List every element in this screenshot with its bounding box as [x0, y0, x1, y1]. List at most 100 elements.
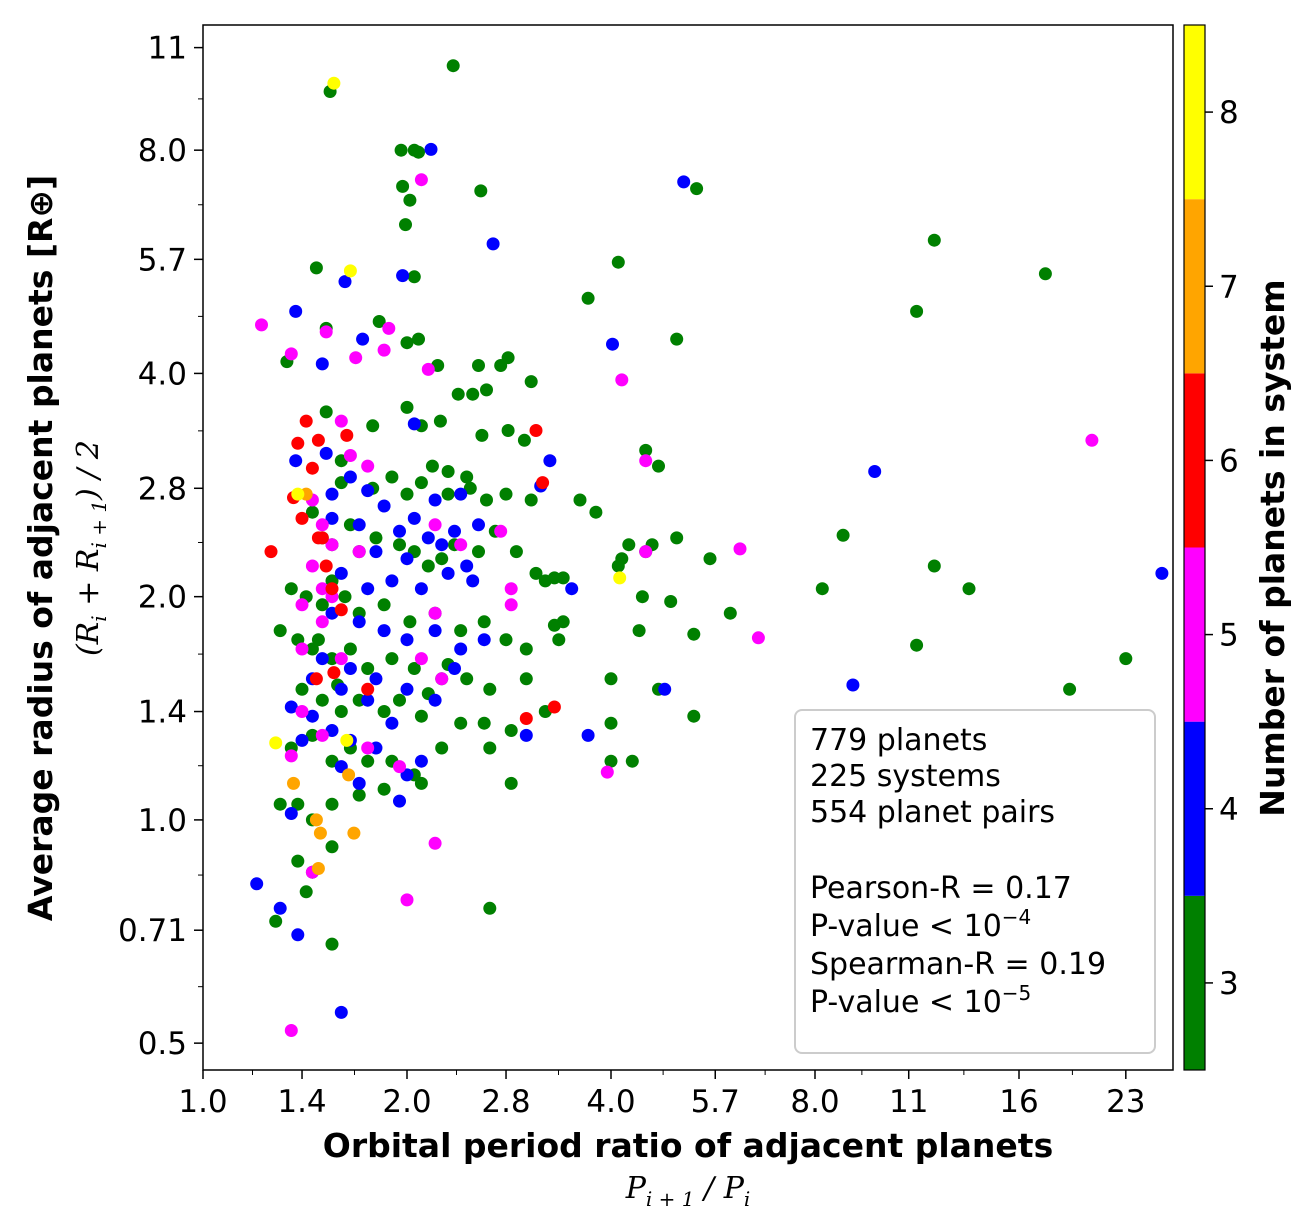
y-tick-label: 11 — [148, 31, 187, 67]
y-tick-label: 8.0 — [138, 133, 187, 169]
data-point — [269, 736, 283, 750]
data-point — [1155, 566, 1169, 580]
data-point — [377, 343, 391, 357]
data-point — [504, 776, 518, 790]
data-point — [305, 559, 319, 573]
data-point — [615, 373, 629, 387]
data-point — [703, 552, 717, 566]
data-point — [369, 531, 383, 545]
data-point — [291, 854, 305, 868]
data-point — [639, 545, 653, 559]
data-point — [400, 682, 414, 696]
data-point — [319, 446, 333, 460]
data-point — [687, 627, 701, 641]
data-point — [369, 545, 383, 559]
data-point — [372, 315, 386, 328]
data-point — [295, 642, 309, 656]
x-tick-label: 2.8 — [481, 1084, 530, 1120]
data-point — [311, 862, 325, 875]
data-point — [581, 728, 595, 742]
data-point — [385, 574, 399, 588]
data-point — [664, 595, 678, 608]
data-point — [315, 728, 329, 742]
data-point — [1085, 433, 1099, 447]
data-point — [723, 606, 737, 620]
colorbar-tick-label: 6 — [1219, 443, 1239, 479]
data-point — [315, 582, 329, 596]
data-point — [483, 682, 497, 696]
data-point — [305, 461, 319, 475]
data-point — [448, 524, 461, 538]
data-point — [658, 682, 672, 696]
data-point — [403, 193, 417, 207]
data-point — [385, 652, 399, 666]
data-point — [428, 606, 442, 620]
data-point — [670, 332, 684, 346]
data-point — [573, 493, 587, 507]
x-tick-label: 23 — [1106, 1084, 1145, 1120]
legend-pearson-r: Pearson-R = 0.17 — [810, 871, 1072, 906]
data-point — [327, 666, 341, 680]
data-point — [428, 693, 442, 707]
data-point — [382, 321, 396, 335]
data-point — [319, 325, 333, 339]
data-point — [393, 693, 406, 707]
data-point — [309, 261, 323, 275]
data-point — [529, 566, 543, 580]
legend-spearman-r: Spearman-R = 0.19 — [810, 947, 1106, 982]
data-point — [543, 454, 557, 468]
y-tick-label: 4.0 — [138, 356, 187, 392]
data-point — [377, 624, 391, 638]
data-point — [343, 642, 357, 656]
data-point — [399, 218, 412, 232]
data-point — [407, 662, 421, 675]
data-point — [352, 615, 366, 629]
colorbar-frame — [1183, 24, 1206, 1071]
data-point — [425, 459, 439, 473]
data-point — [446, 59, 460, 73]
data-point — [433, 414, 447, 428]
colorbar-segment — [1184, 199, 1205, 374]
x-tick-label: 11 — [889, 1084, 928, 1120]
data-point — [407, 511, 421, 525]
data-point — [315, 693, 329, 707]
data-point — [480, 383, 493, 397]
data-point — [499, 633, 513, 647]
data-point — [264, 545, 278, 559]
colorbar-segment — [1184, 373, 1205, 548]
data-point — [846, 678, 860, 692]
data-point — [295, 733, 309, 747]
data-point — [250, 877, 264, 891]
data-point — [472, 359, 485, 372]
data-point — [454, 624, 468, 638]
plot-frame — [202, 24, 1174, 1071]
data-point — [361, 741, 375, 755]
data-point — [635, 590, 649, 604]
data-point — [414, 754, 428, 768]
data-point — [529, 424, 543, 437]
data-point — [441, 465, 455, 478]
data-point — [414, 173, 428, 187]
data-point — [1063, 682, 1077, 696]
data-point — [504, 724, 518, 737]
data-point — [334, 414, 348, 428]
data-point — [499, 487, 513, 501]
x-tick-label: 4.0 — [586, 1084, 635, 1120]
data-point — [284, 807, 298, 820]
data-point — [927, 559, 941, 573]
data-point — [325, 538, 339, 552]
data-point — [361, 484, 375, 498]
data-point — [670, 531, 684, 545]
data-point — [400, 633, 414, 647]
data-point — [342, 768, 356, 782]
data-point — [403, 615, 417, 629]
data-point — [343, 449, 357, 462]
data-point — [315, 518, 329, 532]
data-point — [407, 417, 421, 431]
data-point — [273, 901, 287, 915]
data-point — [466, 387, 480, 401]
data-point — [615, 552, 629, 566]
data-point — [309, 813, 323, 827]
data-point — [604, 672, 618, 686]
data-point — [319, 559, 333, 573]
